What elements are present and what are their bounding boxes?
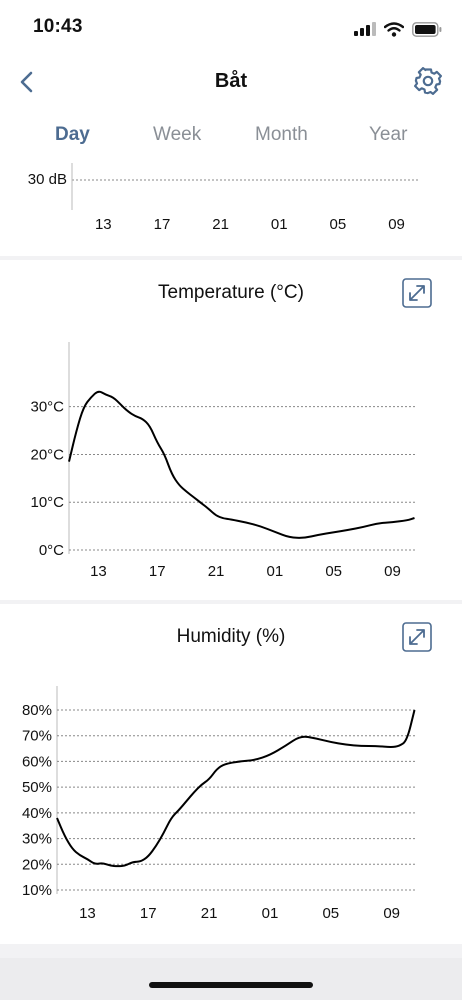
humidity-card: Humidity (%) 10% 20% 30% 40% 50% 60% 70% 80% 13 1…	[0, 604, 462, 944]
wifi-icon	[384, 21, 404, 37]
tab-month[interactable]: Month	[255, 124, 308, 145]
status-bar: 10:43	[0, 0, 462, 58]
gear-icon[interactable]	[414, 67, 442, 95]
humidity-chart: 10% 20% 30% 40% 50% 60% 70% 80% 13 17 21 01 05 09	[22, 686, 416, 922]
x-tick-label: 21	[201, 905, 218, 922]
cellular-signal-icon	[354, 22, 376, 36]
y-tick-label: 70%	[22, 728, 52, 745]
chevron-left-icon[interactable]	[16, 68, 40, 96]
y-tick-label: 50%	[22, 779, 52, 796]
expand-arrows-icon[interactable]	[402, 278, 432, 308]
bottom-bar	[0, 958, 462, 1000]
y-tick-label: 40%	[22, 805, 52, 822]
temperature-card: Temperature (°C) 0°C 10°C 20°C 30°C 13 17 21 01…	[0, 260, 462, 600]
x-tick-label: 13	[79, 905, 96, 922]
y-tick-label: 20%	[22, 856, 52, 873]
tab-week[interactable]: Week	[153, 124, 202, 145]
x-axis-ticks: 13 17 21 01 05 09	[95, 216, 405, 233]
humidity-title: Humidity (%)	[176, 626, 286, 647]
sound-chart: 30 dB 13 17 21 01 05 09	[28, 163, 418, 233]
expand-arrows-icon[interactable]	[402, 622, 432, 652]
status-time: 10:43	[33, 16, 83, 37]
temperature-chart: 0°C 10°C 20°C 30°C 13 17 21 01 05 09	[30, 342, 416, 580]
home-indicator[interactable]	[149, 982, 313, 988]
series-line	[68, 390, 415, 539]
tab-year[interactable]: Year	[369, 124, 408, 145]
y-tick-label: 30%	[22, 831, 52, 848]
x-tick-label: 17	[149, 563, 166, 580]
y-tick-label: 30°C	[30, 399, 64, 416]
x-tick-label: 21	[208, 563, 225, 580]
y-tick-label: 60%	[22, 753, 52, 770]
x-tick-label: 05	[330, 216, 347, 233]
y-tick-label: 20°C	[30, 446, 64, 463]
y-tick-label: 10°C	[30, 494, 64, 511]
x-tick-label: 01	[262, 905, 279, 922]
x-tick-label: 01	[271, 216, 288, 233]
x-tick-label: 17	[140, 905, 157, 922]
x-tick-label: 13	[95, 216, 112, 233]
series-line	[56, 709, 416, 868]
y-tick-label: 80%	[22, 702, 52, 719]
x-tick-label: 13	[90, 563, 107, 580]
status-icons	[354, 19, 442, 39]
temperature-title: Temperature (°C)	[158, 282, 304, 303]
battery-icon	[412, 21, 442, 37]
x-tick-label: 17	[154, 216, 171, 233]
x-tick-label: 01	[267, 563, 284, 580]
x-tick-label: 09	[383, 905, 400, 922]
period-tabs: Day Week Month Year	[0, 108, 462, 158]
tab-day[interactable]: Day	[55, 124, 90, 145]
y-tick-label: 10%	[22, 882, 52, 899]
page-title: Båt	[214, 70, 248, 92]
x-tick-label: 09	[384, 563, 401, 580]
sound-card: 30 dB 13 17 21 01 05 09	[0, 158, 462, 256]
x-tick-label: 05	[325, 563, 342, 580]
x-tick-label: 05	[322, 905, 339, 922]
x-tick-label: 09	[388, 216, 405, 233]
y-tick-label: 0°C	[39, 542, 64, 559]
navigation-bar: Båt	[0, 58, 462, 108]
x-tick-label: 21	[212, 216, 229, 233]
y-tick-label: 30 dB	[28, 171, 67, 188]
